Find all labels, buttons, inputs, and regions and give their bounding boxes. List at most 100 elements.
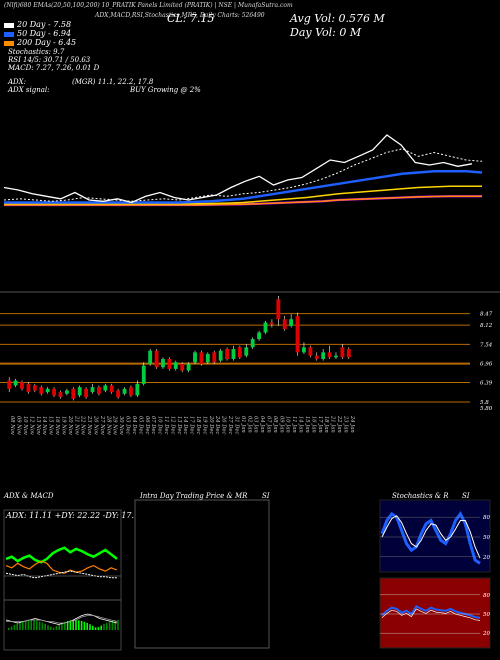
candle-body — [64, 390, 69, 394]
macd-histogram-bar — [38, 621, 41, 630]
macd-histogram-bar — [72, 620, 74, 630]
x-tick-label: 12 Dec — [169, 416, 175, 434]
candle-body — [116, 390, 121, 398]
adx-plus-dy-line — [5, 546, 118, 564]
candle-body — [231, 349, 236, 359]
candle-body — [13, 380, 18, 386]
x-tick-label: 17 Jan — [317, 416, 323, 433]
candle-body — [96, 387, 101, 394]
legend-swatch — [4, 31, 14, 37]
x-tick-label: 09 Nov — [16, 416, 22, 435]
candle-body — [129, 387, 133, 396]
macd-histogram-bar — [36, 620, 38, 630]
macd-histogram-bar — [22, 621, 24, 630]
x-tick-label: 14 Jan — [298, 416, 304, 433]
rsi-signal-line — [381, 608, 481, 621]
candle-body — [334, 355, 338, 358]
macd-histogram-bar — [78, 620, 80, 630]
macd-histogram-bar — [27, 620, 30, 630]
candle-body — [141, 365, 146, 384]
candle-body — [295, 315, 300, 353]
rsi-tick-label: 80 — [483, 593, 490, 599]
adx-macd-title: ADX & MACD — [4, 492, 54, 500]
candle-body — [193, 352, 197, 363]
candle-body — [52, 388, 56, 396]
candle-body — [154, 350, 159, 368]
candle-body — [302, 347, 306, 353]
x-tick-label: 26 Nov — [93, 415, 99, 435]
stoch-panel-frame — [379, 499, 491, 573]
intraday-title: Intra Day Trading Price & MR — [140, 492, 248, 500]
avg-volume: Avg Vol: 0.576 M — [290, 12, 385, 25]
x-tick-label: 14 Nov — [41, 416, 47, 435]
candle-body — [180, 363, 185, 371]
macd-histogram-bar — [33, 620, 35, 630]
candle-body — [135, 383, 140, 396]
x-tick-label: 24 Dec — [214, 415, 220, 434]
x-tick-label: 16 Jan — [310, 416, 316, 433]
x-tick-label: 28 Nov — [105, 415, 111, 435]
macd-histogram-bar — [80, 620, 83, 630]
macd-histogram-bar — [55, 625, 58, 630]
macd-histogram-bar — [50, 626, 52, 630]
ema200-line — [4, 195, 482, 206]
price-line — [3, 134, 473, 204]
ema50-line — [4, 170, 483, 204]
stochastics-readout: Stochastics: 9.7 — [8, 48, 65, 56]
adx-readout: ADX: — [8, 78, 27, 86]
x-tick-label: 31 Dec — [233, 416, 239, 434]
candle-body — [308, 347, 313, 356]
macd-histogram-bar — [8, 628, 10, 630]
close-label: CL: 7.15 — [167, 12, 215, 25]
macd-histogram-bar — [69, 620, 72, 630]
candle-body — [269, 322, 274, 325]
candle-body — [39, 387, 44, 394]
x-tick-label: 10 Nov — [22, 416, 28, 435]
x-tick-label: 24 Jan — [349, 415, 355, 433]
x-tick-label: 08 Nov — [9, 416, 15, 435]
candle-body — [45, 388, 50, 393]
macd-histogram-bar — [117, 620, 119, 630]
candle-body — [218, 350, 223, 361]
candle-body — [244, 347, 249, 356]
x-tick-label: 13 Dec — [176, 416, 182, 434]
x-tick-label: 23 Nov — [86, 415, 92, 435]
macd-histogram-bar — [19, 622, 21, 630]
candle-body — [289, 319, 294, 326]
x-tick-label: 11 Jan — [291, 416, 297, 433]
candle-body — [109, 385, 114, 393]
x-tick-label: 27 Nov — [99, 415, 105, 435]
macd-histogram-bar — [97, 627, 100, 630]
adx-values: ADX: 11.11 +DY: 22.22 -DY: 17.78 — [5, 511, 144, 520]
day-volume: Day Vol: 0 M — [290, 26, 362, 39]
macd-histogram-bar — [108, 621, 111, 630]
y-tick-label: 5.8 — [480, 400, 489, 406]
x-tick-label: 30 Nov — [118, 416, 124, 435]
macd-histogram-bar — [86, 622, 88, 630]
rsi-tick-label: 50 — [483, 612, 490, 618]
candle-body — [186, 363, 191, 371]
macd-histogram-bar — [106, 622, 108, 630]
x-tick-label: 19 Dec — [201, 416, 207, 434]
x-tick-label: 22 Nov — [80, 415, 86, 435]
x-tick-label: 05 Dec — [137, 416, 143, 434]
x-tick-label: 03 Dec — [125, 416, 131, 434]
legend-label: 50 Day - 6.94 — [17, 29, 72, 38]
legend-ema200: 200 Day - 6.45 — [4, 38, 76, 47]
x-tick-label: 07 Jan — [266, 416, 272, 433]
macd-histogram-bar — [94, 627, 97, 630]
y-tick-label: 8.12 — [480, 323, 493, 329]
y-tick-label: 7.54 — [480, 342, 493, 348]
x-tick-label: 04 Dec — [131, 416, 137, 434]
candle-body — [250, 339, 255, 348]
x-tick-label: 08 Jan — [272, 416, 278, 433]
x-tick-label: 14 Dec — [182, 416, 188, 434]
macd-histogram-bar — [111, 620, 114, 630]
y-tick-label: 6.39 — [480, 381, 493, 387]
x-tick-label: 15 Jan — [304, 416, 310, 433]
macd-histogram-bar — [30, 620, 32, 630]
x-tick-label: 10 Dec — [157, 416, 163, 434]
x-tick-label: 12 Nov — [28, 416, 34, 435]
adx-signal-label: ADX signal: — [8, 86, 50, 94]
legend-ema50: 50 Day - 6.94 — [4, 29, 71, 38]
